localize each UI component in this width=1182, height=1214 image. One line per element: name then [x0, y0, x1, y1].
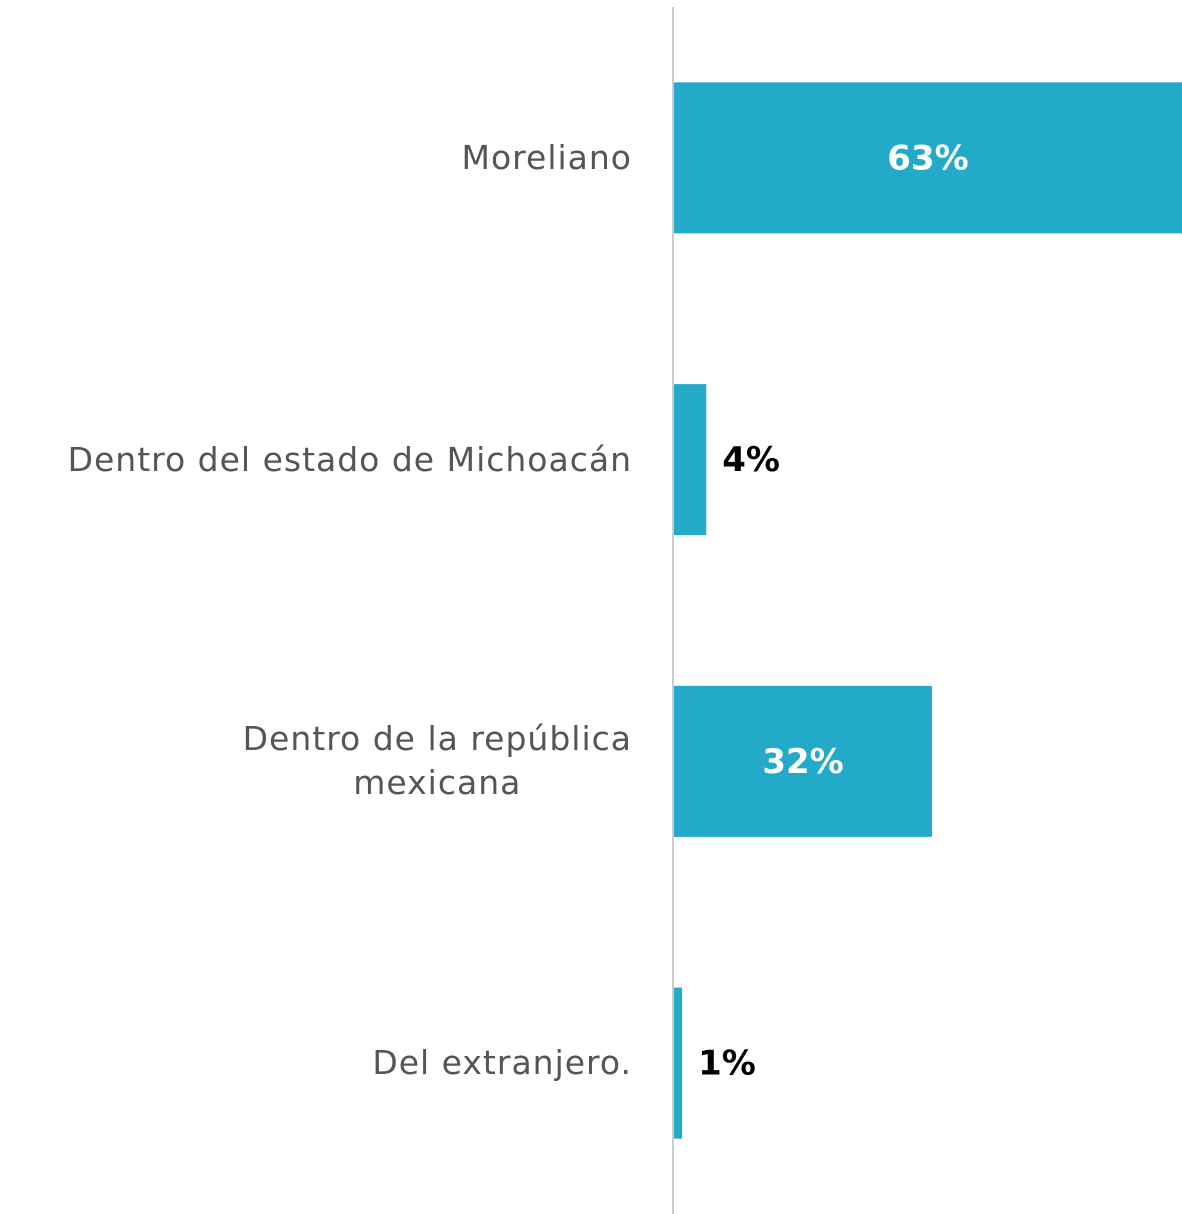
category-label: Moreliano: [461, 137, 632, 177]
bar: [674, 685, 933, 837]
value-label: 32%: [762, 742, 843, 782]
bar: [674, 82, 1182, 234]
value-label: 1%: [698, 1044, 756, 1084]
bar: [674, 987, 683, 1139]
bar: [674, 384, 707, 536]
category-label: Dentro de la república mexicana: [242, 719, 632, 803]
category-label: Dentro del estado de Michoacán: [67, 439, 632, 479]
value-label: 63%: [887, 138, 968, 178]
value-label: 4%: [722, 440, 780, 480]
category-label: Del extranjero.: [372, 1043, 632, 1083]
